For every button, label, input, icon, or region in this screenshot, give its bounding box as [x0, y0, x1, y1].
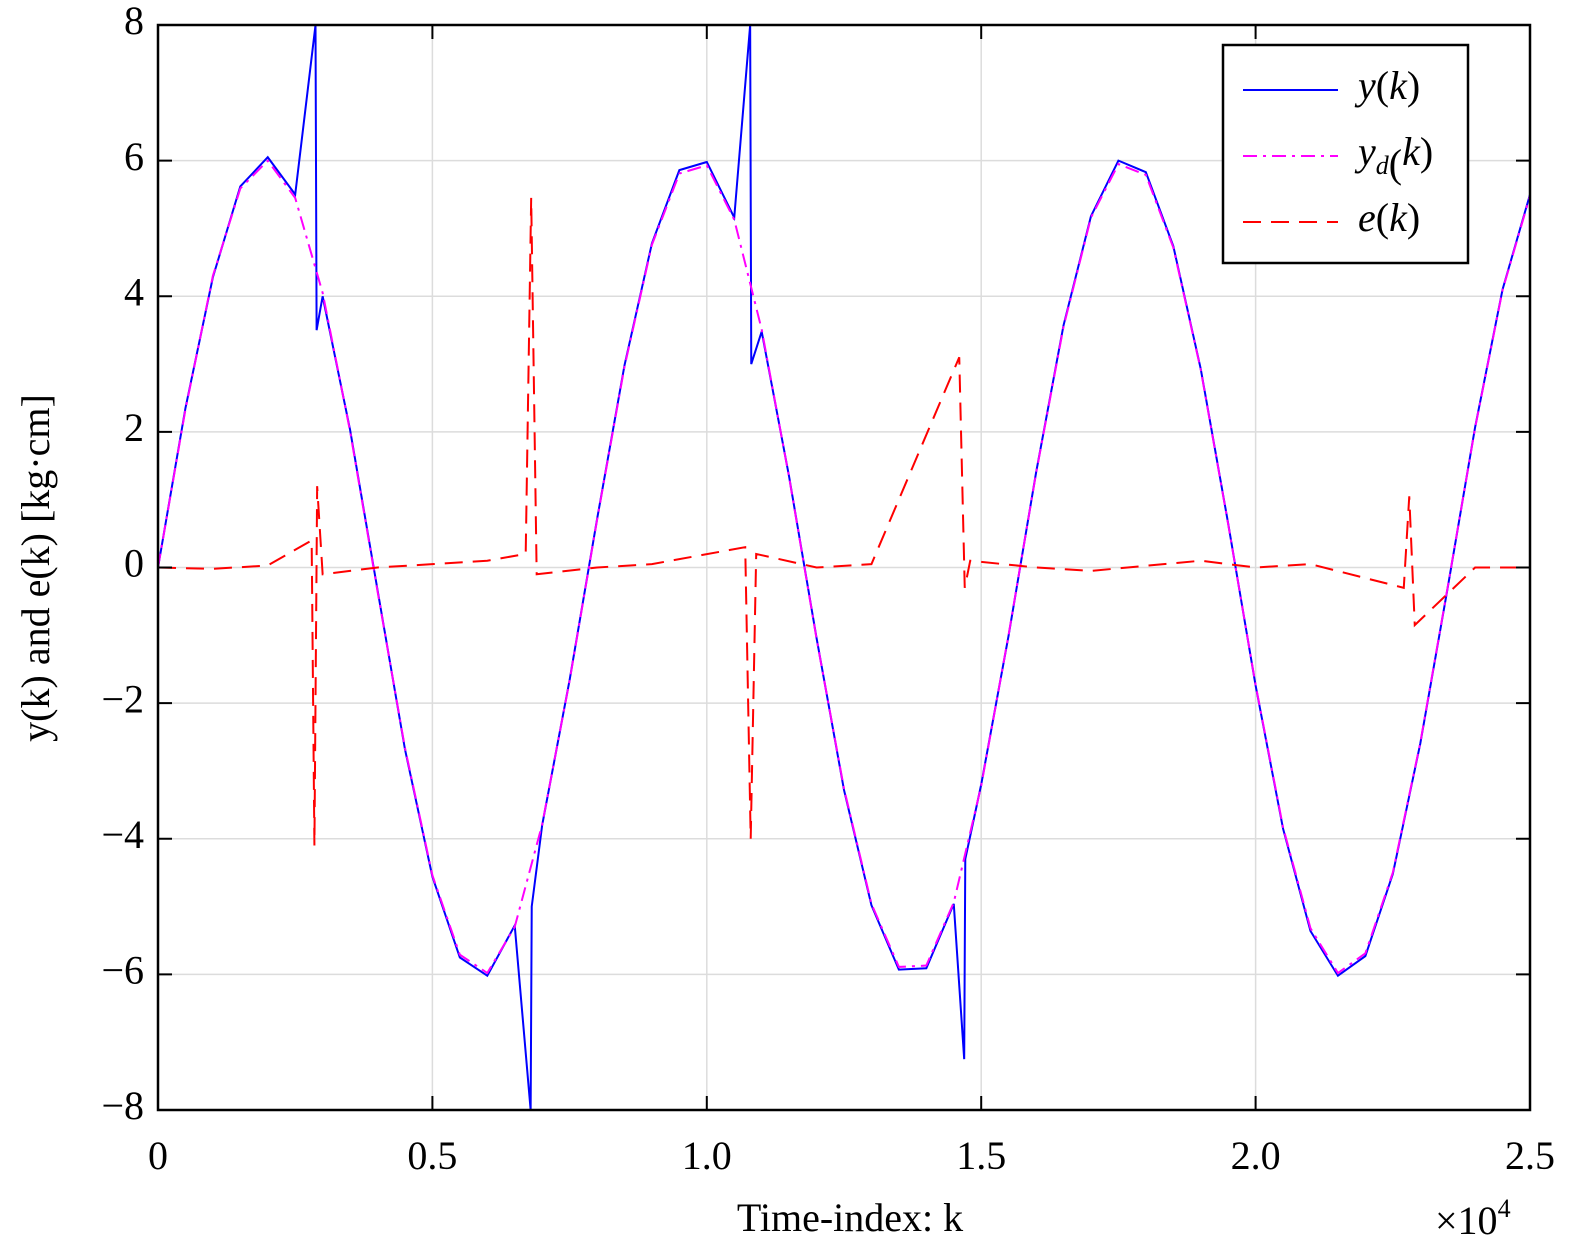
- x-tick-label: 0.5: [407, 1133, 457, 1178]
- multiplier-base: ×10: [1435, 1198, 1498, 1243]
- x-tick-label: 1.5: [956, 1133, 1006, 1178]
- y-tick-label: −2: [101, 676, 144, 721]
- x-tick-label: 2.0: [1231, 1133, 1281, 1178]
- y-tick-label: 0: [124, 541, 144, 586]
- legend-label: y(k): [1354, 63, 1420, 108]
- multiplier-exponent: 4: [1498, 1194, 1511, 1223]
- y-axis-label: y(k) and e(k) [kg·cm]: [13, 394, 58, 742]
- legend-box: [1221, 43, 1470, 265]
- series-line: [157, 197, 1530, 846]
- legend-label: yd(k): [1354, 129, 1433, 186]
- y-tick-label: −8: [101, 1083, 144, 1128]
- x-multiplier: ×104: [1435, 1194, 1511, 1243]
- x-tick-label: 0: [148, 1133, 168, 1178]
- y-tick-label: 4: [124, 269, 144, 314]
- legend-label: e(k): [1358, 195, 1420, 240]
- y-tick-label: 8: [124, 0, 144, 43]
- x-axis-label: Time-index: k: [737, 1195, 963, 1240]
- x-tick-label: 2.5: [1505, 1133, 1555, 1178]
- series-line: [157, 159, 1531, 975]
- plot-area: [157, 24, 1531, 1111]
- y-tick-label: 6: [124, 134, 144, 179]
- y-tick-label: −6: [101, 948, 144, 993]
- y-tick-label: −4: [101, 812, 144, 857]
- x-tick-label: 1.0: [682, 1133, 732, 1178]
- y-tick-label: 2: [124, 405, 144, 450]
